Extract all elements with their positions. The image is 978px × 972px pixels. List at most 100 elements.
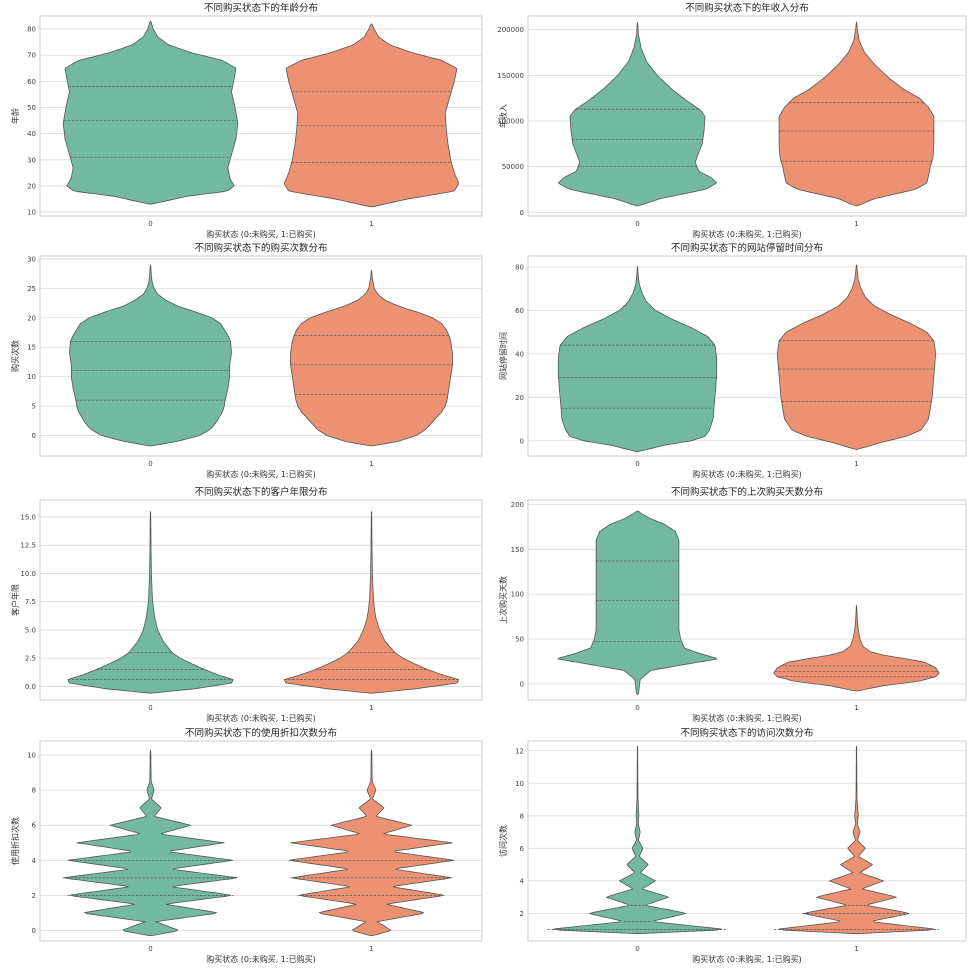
y-tick-label: 0 (32, 432, 36, 440)
violin-body-1 (290, 269, 453, 447)
violin-body-0 (557, 265, 718, 453)
y-tick-label: 80 (27, 26, 36, 34)
y-axis-label: 年龄 (10, 108, 20, 124)
y-tick-label: 70 (27, 52, 36, 60)
chart-title: 不同购买状态下的年收入分布 (685, 2, 809, 14)
y-tick-label: 2 (32, 892, 36, 900)
y-tick-label: 150 (511, 546, 524, 554)
violin-body-1 (289, 749, 454, 937)
y-tick-label: 100 (511, 591, 524, 599)
x-axis-label: 购买状态 (0:未购买, 1:已购买) (692, 954, 801, 964)
y-tick-label: 10 (27, 373, 36, 381)
y-tick-label: 0 (520, 209, 524, 217)
y-tick-label: 100000 (497, 118, 524, 126)
y-axis-label: 年收入 (498, 104, 508, 128)
y-tick-label: 6 (32, 822, 37, 830)
x-axis-label: 购买状态 (0:未购买, 1:已购买) (692, 229, 801, 239)
chart-title: 不同购买状态下的客户年限分布 (194, 486, 327, 498)
y-tick-label: 150000 (497, 72, 524, 80)
violin-body-1 (779, 745, 934, 935)
x-tick-label: 1 (854, 945, 858, 953)
chart-title: 不同购买状态下的访问次数分布 (680, 727, 813, 739)
y-tick-label: 4 (32, 857, 37, 865)
plot-frame (527, 740, 967, 942)
y-tick-label: 15 (27, 344, 36, 352)
y-tick-label: 12 (515, 747, 524, 755)
y-tick-label: 4 (520, 877, 525, 885)
y-tick-label: 20 (27, 182, 36, 190)
y-tick-label: 60 (515, 307, 524, 315)
y-tick-label: 30 (27, 156, 36, 164)
y-axis-label: 客户年限 (10, 584, 20, 616)
violin-body-1 (773, 604, 940, 692)
y-tick-label: 8 (520, 812, 524, 820)
y-axis-label: 网站停留时间 (498, 332, 508, 380)
y-tick-label: 20 (27, 314, 36, 322)
violin-body-0 (67, 511, 234, 694)
chart-title: 不同购买状态下的年龄分布 (204, 2, 318, 14)
x-axis-label: 购买状态 (0:未购买, 1:已购买) (692, 469, 801, 479)
y-tick-label: 50000 (502, 163, 524, 171)
chart-title: 不同购买状态下的使用折扣次数分布 (185, 727, 337, 739)
chart-title: 不同购买状态下的购买次数分布 (194, 242, 327, 254)
y-tick-label: 25 (27, 285, 36, 293)
y-tick-label: 2 (520, 910, 524, 918)
x-axis-label: 购买状态 (0:未购买, 1:已购买) (206, 954, 315, 964)
x-tick-label: 0 (635, 704, 639, 712)
chart-title: 不同购买状态下的网站停留时间分布 (671, 242, 823, 254)
y-tick-label: 0 (520, 680, 524, 688)
violin-body-0 (63, 749, 238, 937)
y-tick-label: 20 (515, 394, 524, 402)
y-tick-label: 200000 (497, 26, 524, 34)
x-tick-label: 1 (369, 220, 373, 228)
y-tick-label: 5 (32, 403, 36, 411)
x-tick-label: 0 (148, 220, 152, 228)
x-axis-label: 购买状态 (0:未购买, 1:已购买) (206, 229, 315, 239)
chart-title: 不同购买状态下的上次购买天数分布 (671, 486, 823, 498)
chart-panel-1: 0 50000 100000 150000 200000 0 1 不同购买状态下的年收入分布购… (497, 2, 967, 239)
y-tick-label: 40 (27, 130, 36, 138)
x-tick-label: 1 (369, 945, 373, 953)
x-tick-label: 1 (369, 704, 373, 712)
violin-body-1 (778, 20, 935, 207)
y-tick-label: 0 (32, 927, 36, 935)
y-tick-label: 60 (27, 78, 36, 86)
x-axis-label: 购买状态 (0:未购买, 1:已购买) (206, 713, 315, 723)
x-tick-label: 0 (635, 220, 639, 228)
y-tick-label: 40 (515, 350, 524, 358)
x-tick-label: 0 (635, 945, 639, 953)
y-tick-label: 50 (515, 636, 524, 644)
x-tick-label: 1 (854, 460, 858, 468)
y-tick-label: 12.5 (20, 542, 36, 550)
violin-body-0 (62, 20, 239, 205)
x-axis-label: 购买状态 (0:未购买, 1:已购买) (206, 469, 315, 479)
y-tick-label: 80 (515, 263, 524, 271)
y-tick-label: 10.0 (20, 570, 36, 578)
x-tick-label: 1 (854, 704, 858, 712)
y-axis-label: 访问次数 (498, 825, 508, 857)
y-axis-label: 上次购买天数 (498, 576, 508, 624)
y-tick-label: 200 (511, 501, 524, 509)
y-axis-label: 购买次数 (10, 340, 20, 372)
y-tick-label: 6 (520, 845, 525, 853)
x-tick-label: 0 (635, 460, 639, 468)
x-tick-label: 1 (369, 460, 373, 468)
violin-body-0 (69, 264, 232, 447)
y-tick-label: 50 (27, 104, 36, 112)
violin-body-1 (776, 264, 937, 450)
violin-body-1 (284, 511, 459, 694)
y-tick-label: 10 (515, 780, 524, 788)
chart-panel-4: 0.0 2.5 5.0 7.5 10.0 12.5 15.0 0 1 不同购买状态下的客户年限分布… (10, 486, 483, 723)
y-tick-label: 8 (32, 787, 36, 795)
y-tick-label: 7.5 (25, 598, 36, 606)
y-tick-label: 15.0 (20, 513, 36, 521)
y-tick-label: 2.5 (25, 655, 36, 663)
y-tick-label: 0 (520, 437, 524, 445)
y-tick-label: 10 (27, 209, 36, 217)
violin-body-0 (556, 510, 719, 696)
